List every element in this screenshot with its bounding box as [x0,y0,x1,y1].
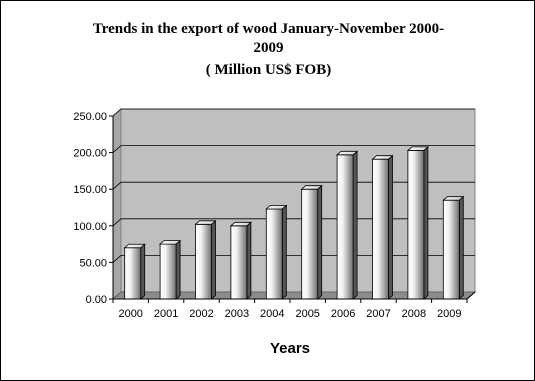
bar-2005 [300,184,323,300]
x-tick-labels: 2000 2001 2002 2003 2004 2005 2006 2007 2008 2009 [118,308,461,320]
x-tick-label: 2005 [295,308,319,320]
x-tick-label: 2008 [402,308,426,320]
bar-side [281,204,287,300]
y-tick-label: 250.00 [73,111,107,123]
axes [109,115,476,303]
bar-side [352,150,358,300]
bar-front [195,223,212,300]
x-tick-label: 2001 [154,308,178,320]
bar-side [388,154,393,300]
y-tick-label: 100.00 [73,221,107,233]
bar-2006 [336,150,359,300]
bar-front [372,158,389,300]
bar-front [159,243,177,300]
y-tick-label: 0.00 [86,294,107,306]
bar-front [265,208,283,300]
bar-top [336,150,359,156]
x-axis-title: Years [270,340,310,357]
y-tick-labels: 0.00 50.00 100.00 150.00 200.00 250.00 [73,111,107,306]
x-tick-label: 2002 [189,308,213,320]
chart-title-line-2: 2009 [253,40,284,56]
bar-2008 [406,146,429,300]
bar-front [442,199,460,300]
bar-2007 [371,154,394,300]
bar-side [175,239,181,300]
bar-2009 [442,195,465,300]
y-tick-label: 150.00 [73,184,107,196]
x-tick-label: 2007 [366,308,390,320]
x-tick-label: 2004 [260,308,284,320]
bars [123,146,465,300]
plot-side-wall [112,107,122,301]
bar-side [317,184,323,300]
bar-side [211,219,216,300]
y-tick-label: 200.00 [73,148,107,160]
x-tick-label: 2003 [225,308,249,320]
y-tick-label: 50.00 [79,257,107,269]
x-tick-label: 2000 [118,308,142,320]
bar-top [442,196,465,201]
bar-front [407,150,425,300]
bar-top [265,205,288,210]
x-tick-label: 2009 [437,308,461,320]
bar-front [336,154,354,300]
bar-2003 [229,221,252,300]
bar-top [229,221,252,227]
bar-top [159,240,182,245]
bar-side [423,146,429,300]
chart-title-line-1: Trends in the export of wood January-Nov… [92,21,445,37]
bar-2002 [194,219,217,300]
bar-top [123,243,146,249]
bar-side [458,195,464,300]
bar-top [406,146,429,151]
bar-2001 [159,239,182,300]
bar-front [230,225,248,300]
bar-2004 [265,204,288,300]
bar-side [140,243,146,300]
bar-front [124,247,142,300]
bar-front [301,188,319,300]
x-tick-label: 2006 [331,308,355,320]
bar-top [371,155,394,160]
bar-2000 [123,243,146,300]
gridline [112,145,475,153]
bar-top [300,185,323,190]
bar-side [246,221,252,300]
chart-subtitle: ( Million US$ FOB) [205,62,332,78]
x-axis-depth-line [466,291,476,300]
bar-top [194,220,217,225]
gridline [112,108,475,117]
